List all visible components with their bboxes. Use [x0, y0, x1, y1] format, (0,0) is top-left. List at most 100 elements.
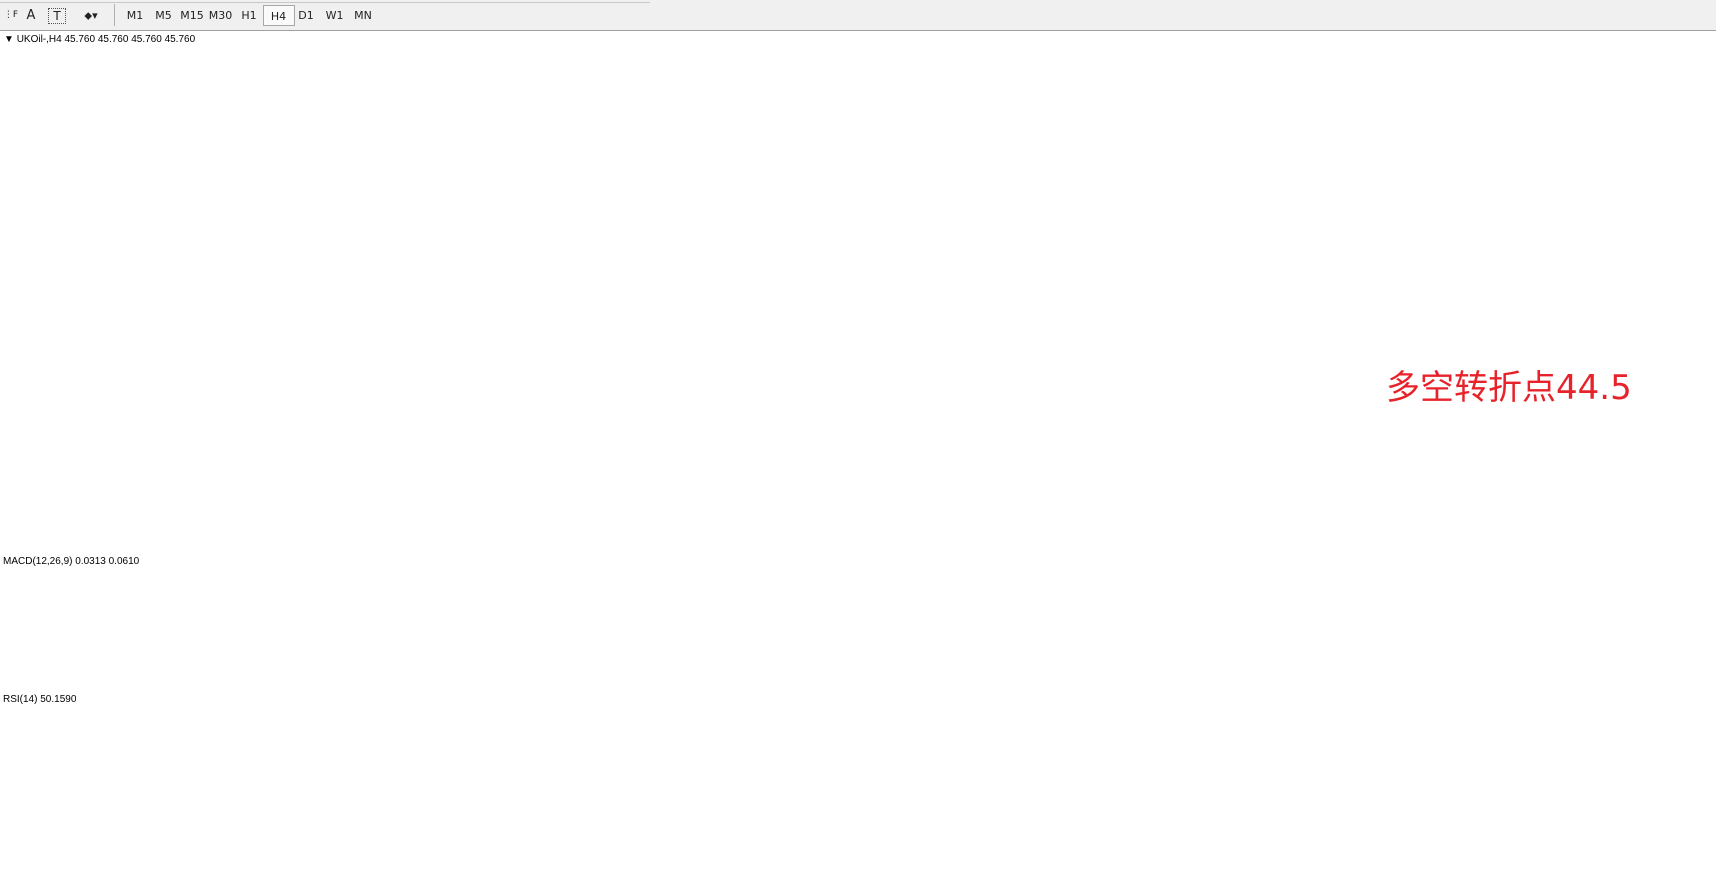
timeframe-mn[interactable]: MN: [354, 9, 372, 22]
toolbar: ⋮F A T ⬥▾ M1 M5 M15 M30 H1 H4 D1 W1 MN: [0, 0, 1716, 31]
timeframe-w1[interactable]: W1: [325, 9, 344, 22]
candle-bull: [403, 360, 410, 372]
price-tick-label: 42.620: [1691, 444, 1716, 455]
time-tick-label: 27 Jul 20:00: [386, 881, 441, 892]
candle-bear: [317, 388, 324, 394]
candle-bull: [1043, 202, 1050, 214]
price-tick-label: 42.290: [1691, 477, 1716, 488]
candle-bull: [1384, 153, 1391, 192]
price-tick-label: 42.945: [1691, 411, 1716, 422]
time-tick-label: 17 Aug 04:00: [1090, 881, 1149, 892]
time-tick-label: 28 Aug 12:00: [1538, 881, 1597, 892]
candle-bear: [1100, 202, 1107, 209]
candle-bull: [986, 180, 993, 192]
candle-bear: [730, 136, 737, 198]
time-tick-label: 21 Aug 04:00: [1282, 881, 1341, 892]
candle-bull: [1000, 180, 1007, 182]
candle-bear: [1242, 202, 1249, 219]
candle-bull: [559, 366, 566, 400]
candle-bull: [104, 388, 111, 394]
text-label-icon[interactable]: T: [48, 8, 66, 24]
timeframe-m1[interactable]: M1: [126, 9, 144, 22]
candle-bull: [1270, 224, 1277, 226]
collapse-triangle-icon[interactable]: ▼: [4, 34, 17, 45]
time-tick-label: 10 Aug 00:00: [834, 881, 893, 892]
timeframe-h1[interactable]: H1: [241, 9, 257, 22]
fibonacci-fan-icon[interactable]: ⋮F: [3, 10, 19, 20]
candle-bear: [175, 311, 182, 323]
candle-bull: [1455, 87, 1462, 94]
symbol-ohlc: UKOil-,H4 45.760 45.760 45.760 45.760: [16, 34, 196, 45]
candle-bull: [844, 235, 851, 247]
candle-bull: [602, 295, 609, 361]
candle-bull: [972, 191, 979, 198]
candle-bear: [1470, 87, 1477, 105]
candle-bull: [1327, 273, 1334, 285]
timeframe-m15[interactable]: M15: [180, 9, 204, 22]
time-tick-label: 20 Jul 16:00: [130, 881, 185, 892]
time-tick-label: 30 Jul 16:00: [514, 881, 569, 892]
time-tick-label: 11 Aug 08:00: [898, 881, 957, 892]
candle-bull: [303, 388, 310, 421]
candle-bear: [1655, 131, 1661, 134]
candle-bull: [47, 393, 54, 414]
price-tick-label: 43.605: [1691, 345, 1716, 356]
candle-bear: [232, 260, 239, 290]
candle-bull: [90, 393, 97, 432]
time-tick-label: 5 Aug 12:00: [706, 881, 760, 892]
candle-bull: [758, 153, 765, 192]
candle-bear: [161, 273, 168, 312]
candle-bear: [1256, 218, 1263, 225]
time-tick-label: 16 Jul 2020: [2, 881, 54, 892]
candle-bull: [360, 360, 367, 460]
time-tick-label: 27 Aug 04:00: [1474, 881, 1533, 892]
candle-bear: [545, 344, 552, 400]
tab-strip-line: [0, 0, 650, 3]
candle-bull: [1555, 104, 1562, 116]
candle-bull: [1313, 284, 1320, 345]
symbol-legend: ▼ UKOil-,H4 45.760 45.760 45.760 45.760: [4, 34, 195, 45]
time-tick-label: 14 Aug 00:00: [1026, 881, 1085, 892]
candle-bull: [1128, 180, 1135, 247]
candle-bear: [289, 377, 296, 421]
price-tick-label: 43.275: [1691, 378, 1716, 389]
text-icon[interactable]: A: [26, 8, 36, 23]
candle-bull: [531, 344, 538, 350]
time-tick-label: 4 Aug 04:00: [642, 881, 696, 892]
level-tag-label: 42.500: [1688, 456, 1716, 467]
candle-bear: [815, 224, 822, 258]
candle-bull: [673, 262, 680, 274]
timeframe-d1[interactable]: D1: [298, 9, 314, 22]
candle-bull: [1512, 153, 1519, 159]
candle-bull: [958, 197, 965, 236]
candle-bull: [502, 366, 509, 416]
candle-bear: [1498, 131, 1505, 159]
level-tag-label: 45.760: [1688, 129, 1716, 140]
candle-bear: [1299, 289, 1306, 345]
candle-bull: [901, 175, 908, 192]
candle-bull: [1626, 126, 1633, 143]
timeframe-m5[interactable]: M5: [155, 9, 172, 22]
candle-bear: [1427, 71, 1434, 83]
candle-bull: [1199, 202, 1206, 209]
candle-bull: [118, 344, 125, 389]
arrows-icon[interactable]: ⬥▾: [84, 9, 98, 22]
rsi-line: [7, 769, 1659, 838]
candle-bull: [417, 328, 424, 361]
macd-label: MACD(12,26,9) 0.0313 0.0610: [3, 556, 140, 567]
price-tick-label: 44.920: [1691, 213, 1716, 224]
candle-bear: [1014, 180, 1021, 198]
candle-bull: [1370, 191, 1377, 214]
candle-bull: [1413, 71, 1420, 121]
candle-bear: [445, 295, 452, 301]
level-tag-label: 44.500: [1688, 256, 1716, 267]
timeframe-h4[interactable]: H4: [262, 5, 295, 26]
candle-bull: [517, 349, 524, 367]
candle-bull: [1612, 142, 1619, 154]
candle-bear: [1441, 82, 1448, 94]
timeframe-m30[interactable]: M30: [208, 9, 233, 22]
rsi-tick-label: 70: [1691, 766, 1703, 777]
candle-bear: [773, 153, 780, 198]
price-tick-label: 46.235: [1691, 82, 1716, 93]
